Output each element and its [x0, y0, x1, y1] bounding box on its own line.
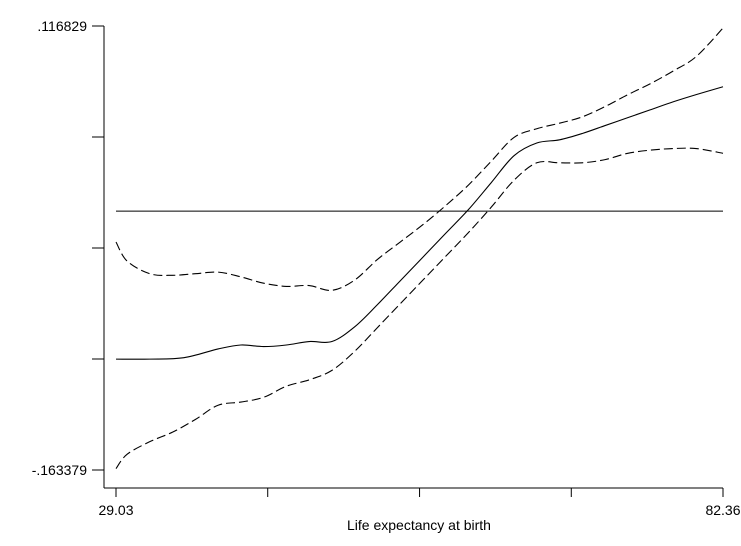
- x-tick-label: 29.03: [98, 502, 133, 518]
- confidence-band-line-2: [115, 147, 724, 469]
- x-axis-label: Life expectancy at birth: [347, 517, 491, 533]
- y-tick-label: .116829: [37, 18, 87, 34]
- fitted-line: [115, 86, 724, 360]
- chart-plot-area: [115, 27, 724, 469]
- chart-frame: [92, 25, 724, 497]
- chart-labels: Life expectancy at birth -.163379 .116829…: [32, 18, 741, 533]
- confidence-band-line-1: [115, 27, 724, 291]
- x-tick-label: 82.36: [705, 502, 740, 518]
- y-tick-label: -.163379: [32, 462, 87, 478]
